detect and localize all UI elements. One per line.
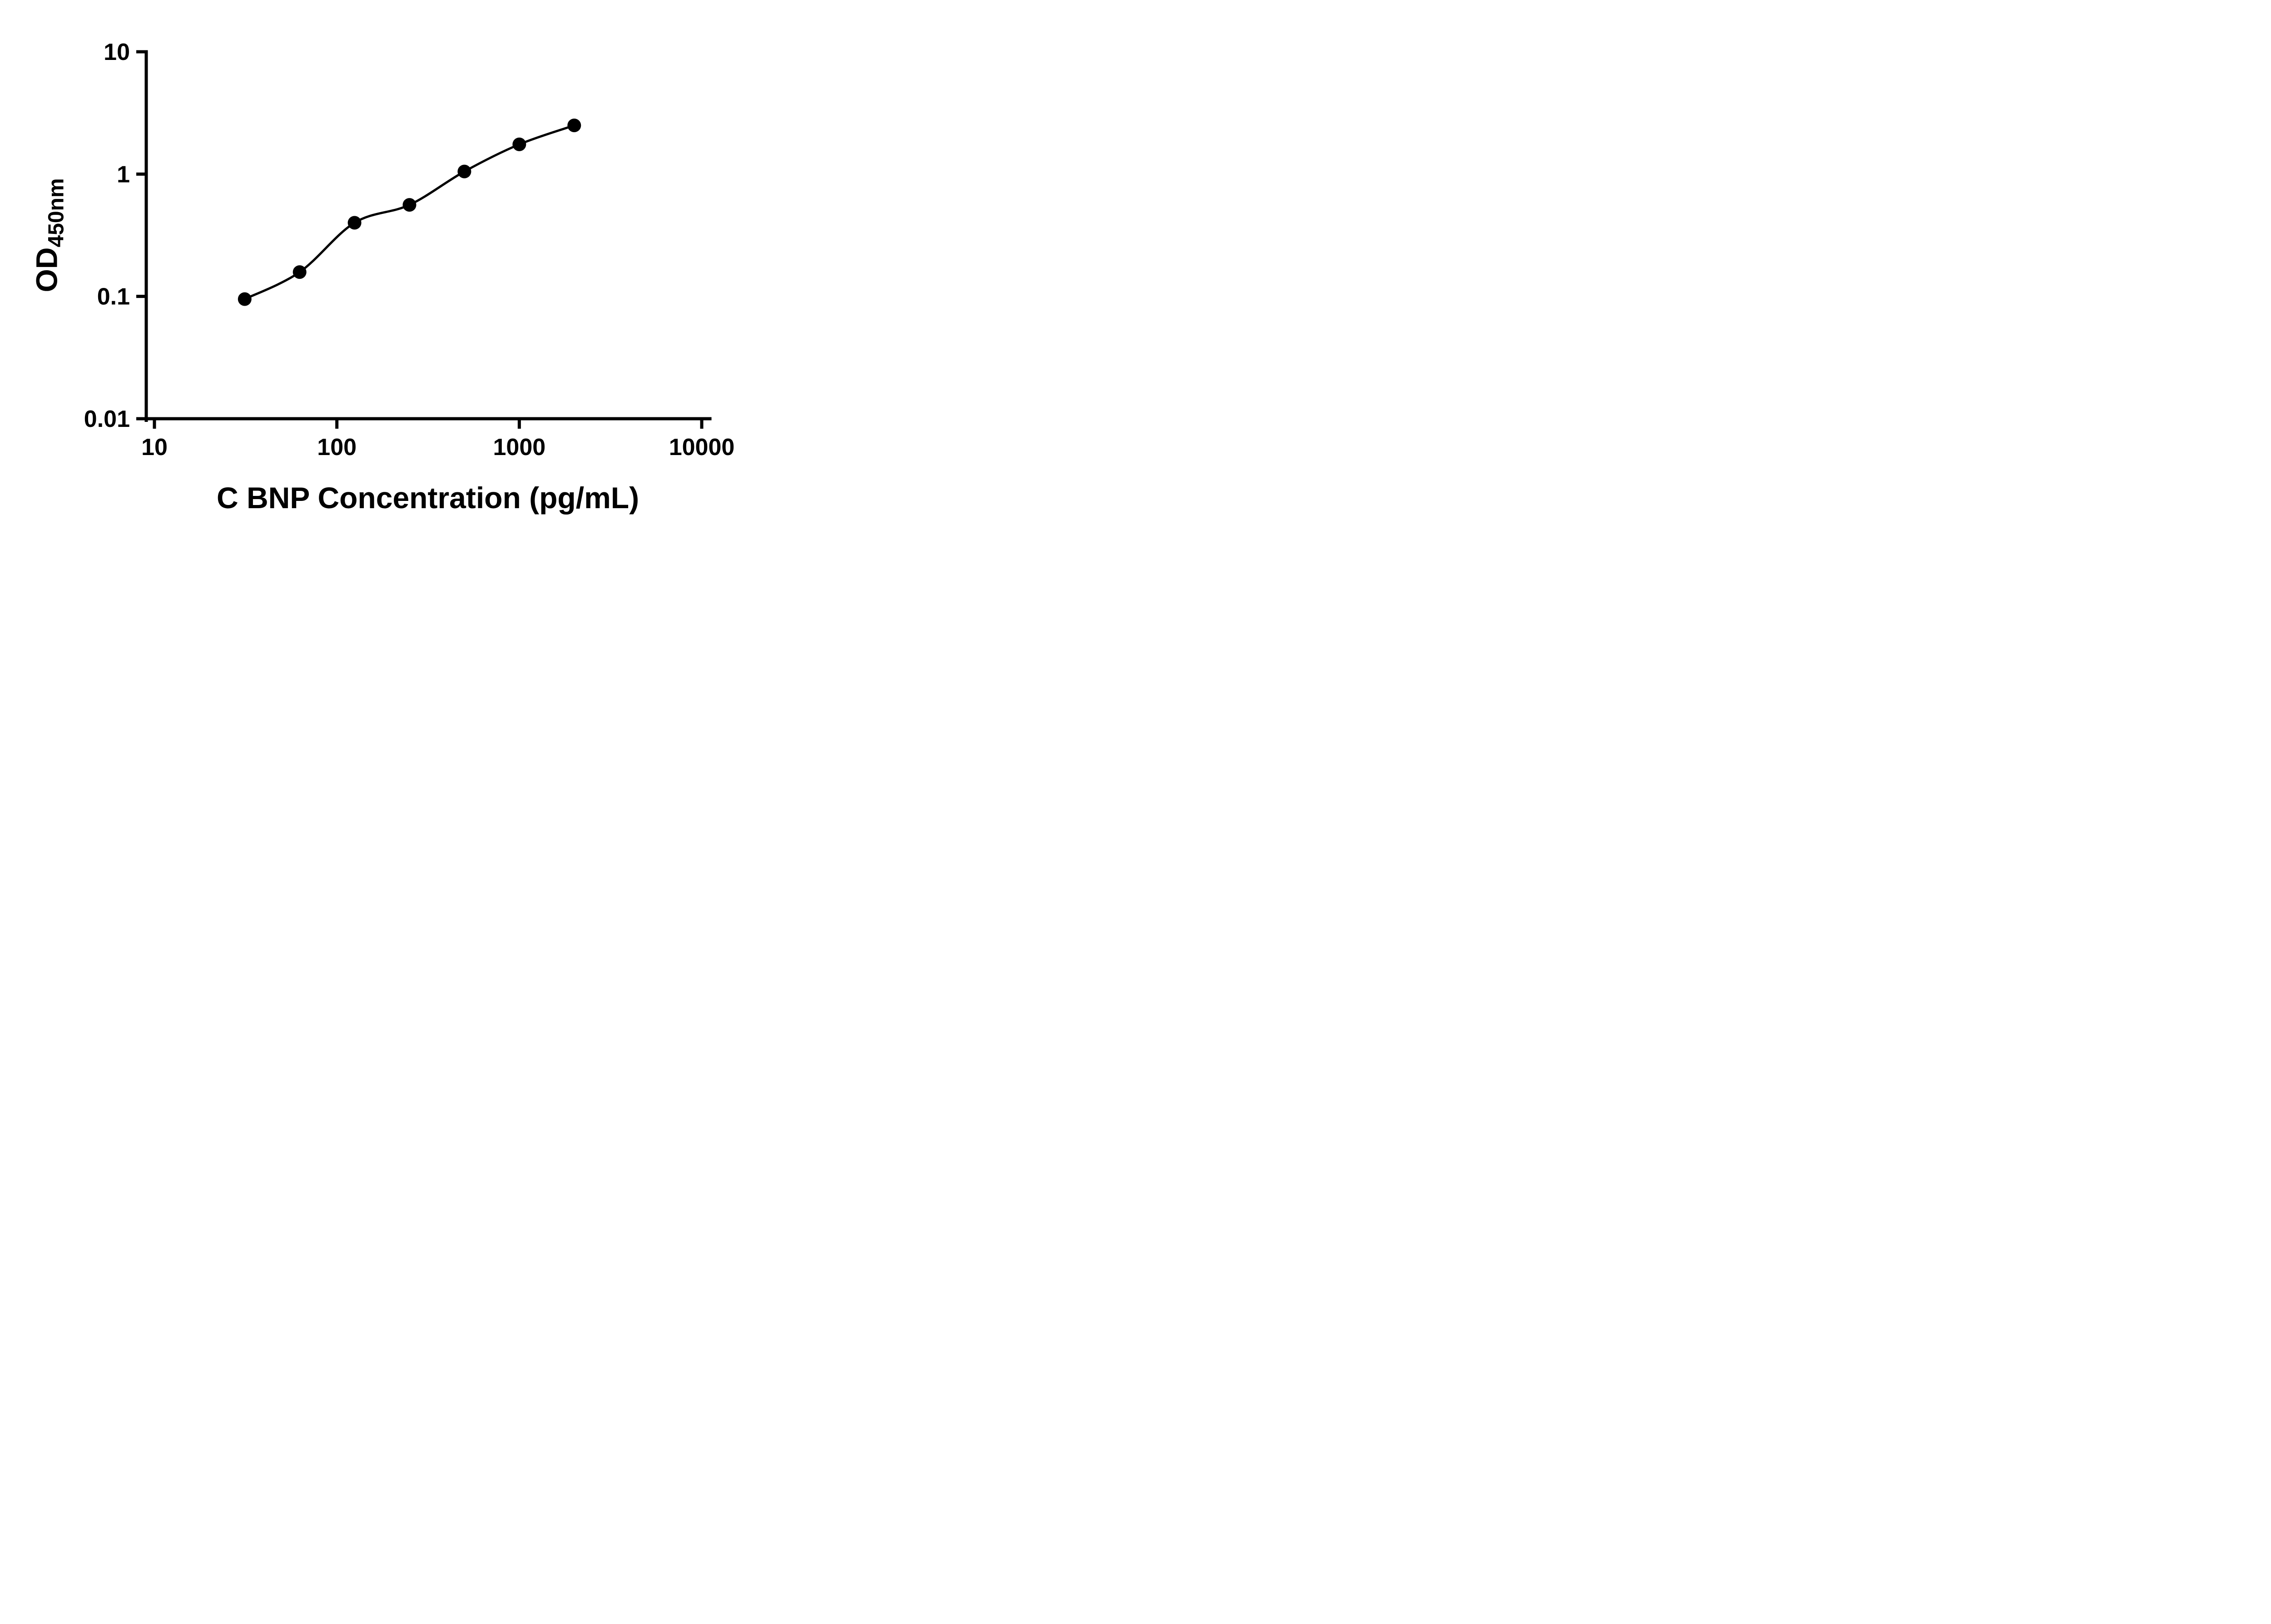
data-point-marker [457,164,471,178]
x-tick-label: 10 [141,434,168,460]
x-axis-title: C BNP Concentration (pg/mL) [216,481,640,515]
y-axis-title: OD450nm [30,178,69,292]
y-axis-title-subscript: 450nm [44,178,69,248]
y-axis-title-main: OD [30,247,64,292]
data-point-marker [347,216,362,230]
standard-curve-chart: 10 100 1000 10000 0.01 0.1 1 10 [84,39,735,460]
data-point-marker [402,198,417,212]
data-point-marker [238,292,252,306]
data-point-marker [567,119,581,133]
x-tick-label: 1000 [493,434,545,460]
standard-curve-figure: 10 100 1000 10000 0.01 0.1 1 10 C BNP Concentra… [0,0,777,541]
x-tick-label: 10000 [669,434,735,460]
y-tick-label: 0.01 [84,406,130,432]
y-tick-label: 10 [104,39,130,65]
y-tick-label: 1 [117,161,130,188]
data-point-marker [293,265,307,279]
data-point-marker [512,137,526,151]
x-tick-label: 100 [317,434,357,460]
y-tick-label: 0.1 [97,284,130,310]
